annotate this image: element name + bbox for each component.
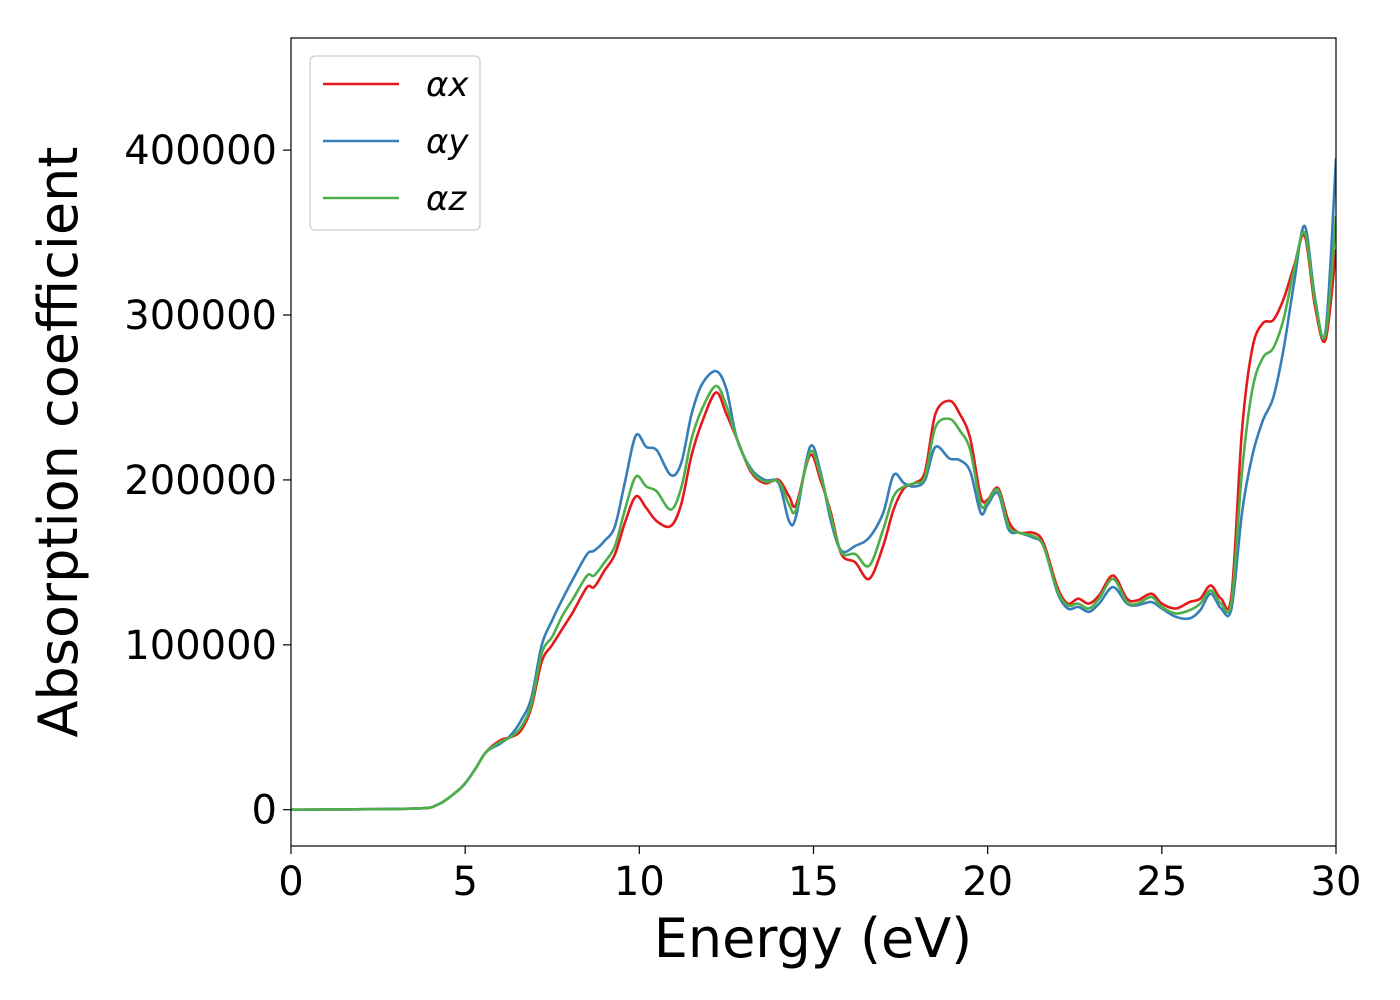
y-axis: 0 100000 200000 300000 400000 [124, 128, 291, 834]
legend: αx αy αz [309, 55, 481, 231]
legend-label-2: αz [426, 179, 467, 219]
x-axis-label: Energy (eV) [654, 907, 973, 970]
x-tick-label: 5 [452, 859, 477, 905]
x-axis: 0 5 10 15 20 25 30 [278, 846, 1361, 905]
y-axis-label: Absorption coefficient [27, 147, 90, 738]
y-tick-label: 0 [252, 788, 277, 834]
x-tick-label: 10 [614, 859, 665, 905]
x-tick-label: 25 [1136, 859, 1187, 905]
series-layer [291, 158, 1336, 811]
x-tick-label: 20 [962, 859, 1013, 905]
series-line-1 [291, 158, 1336, 811]
legend-label-1: αy [426, 122, 469, 162]
x-tick-label: 30 [1311, 859, 1362, 905]
y-tick-label: 100000 [124, 623, 277, 669]
series-line-0 [291, 233, 1336, 811]
x-tick-label: 0 [278, 859, 303, 905]
x-tick-label: 15 [788, 859, 839, 905]
y-tick-label: 200000 [124, 458, 277, 504]
series-line-2 [291, 215, 1336, 811]
legend-label-0: αx [426, 65, 469, 105]
y-tick-label: 300000 [124, 293, 277, 339]
legend-box [309, 55, 481, 231]
y-tick-label: 400000 [124, 128, 277, 174]
